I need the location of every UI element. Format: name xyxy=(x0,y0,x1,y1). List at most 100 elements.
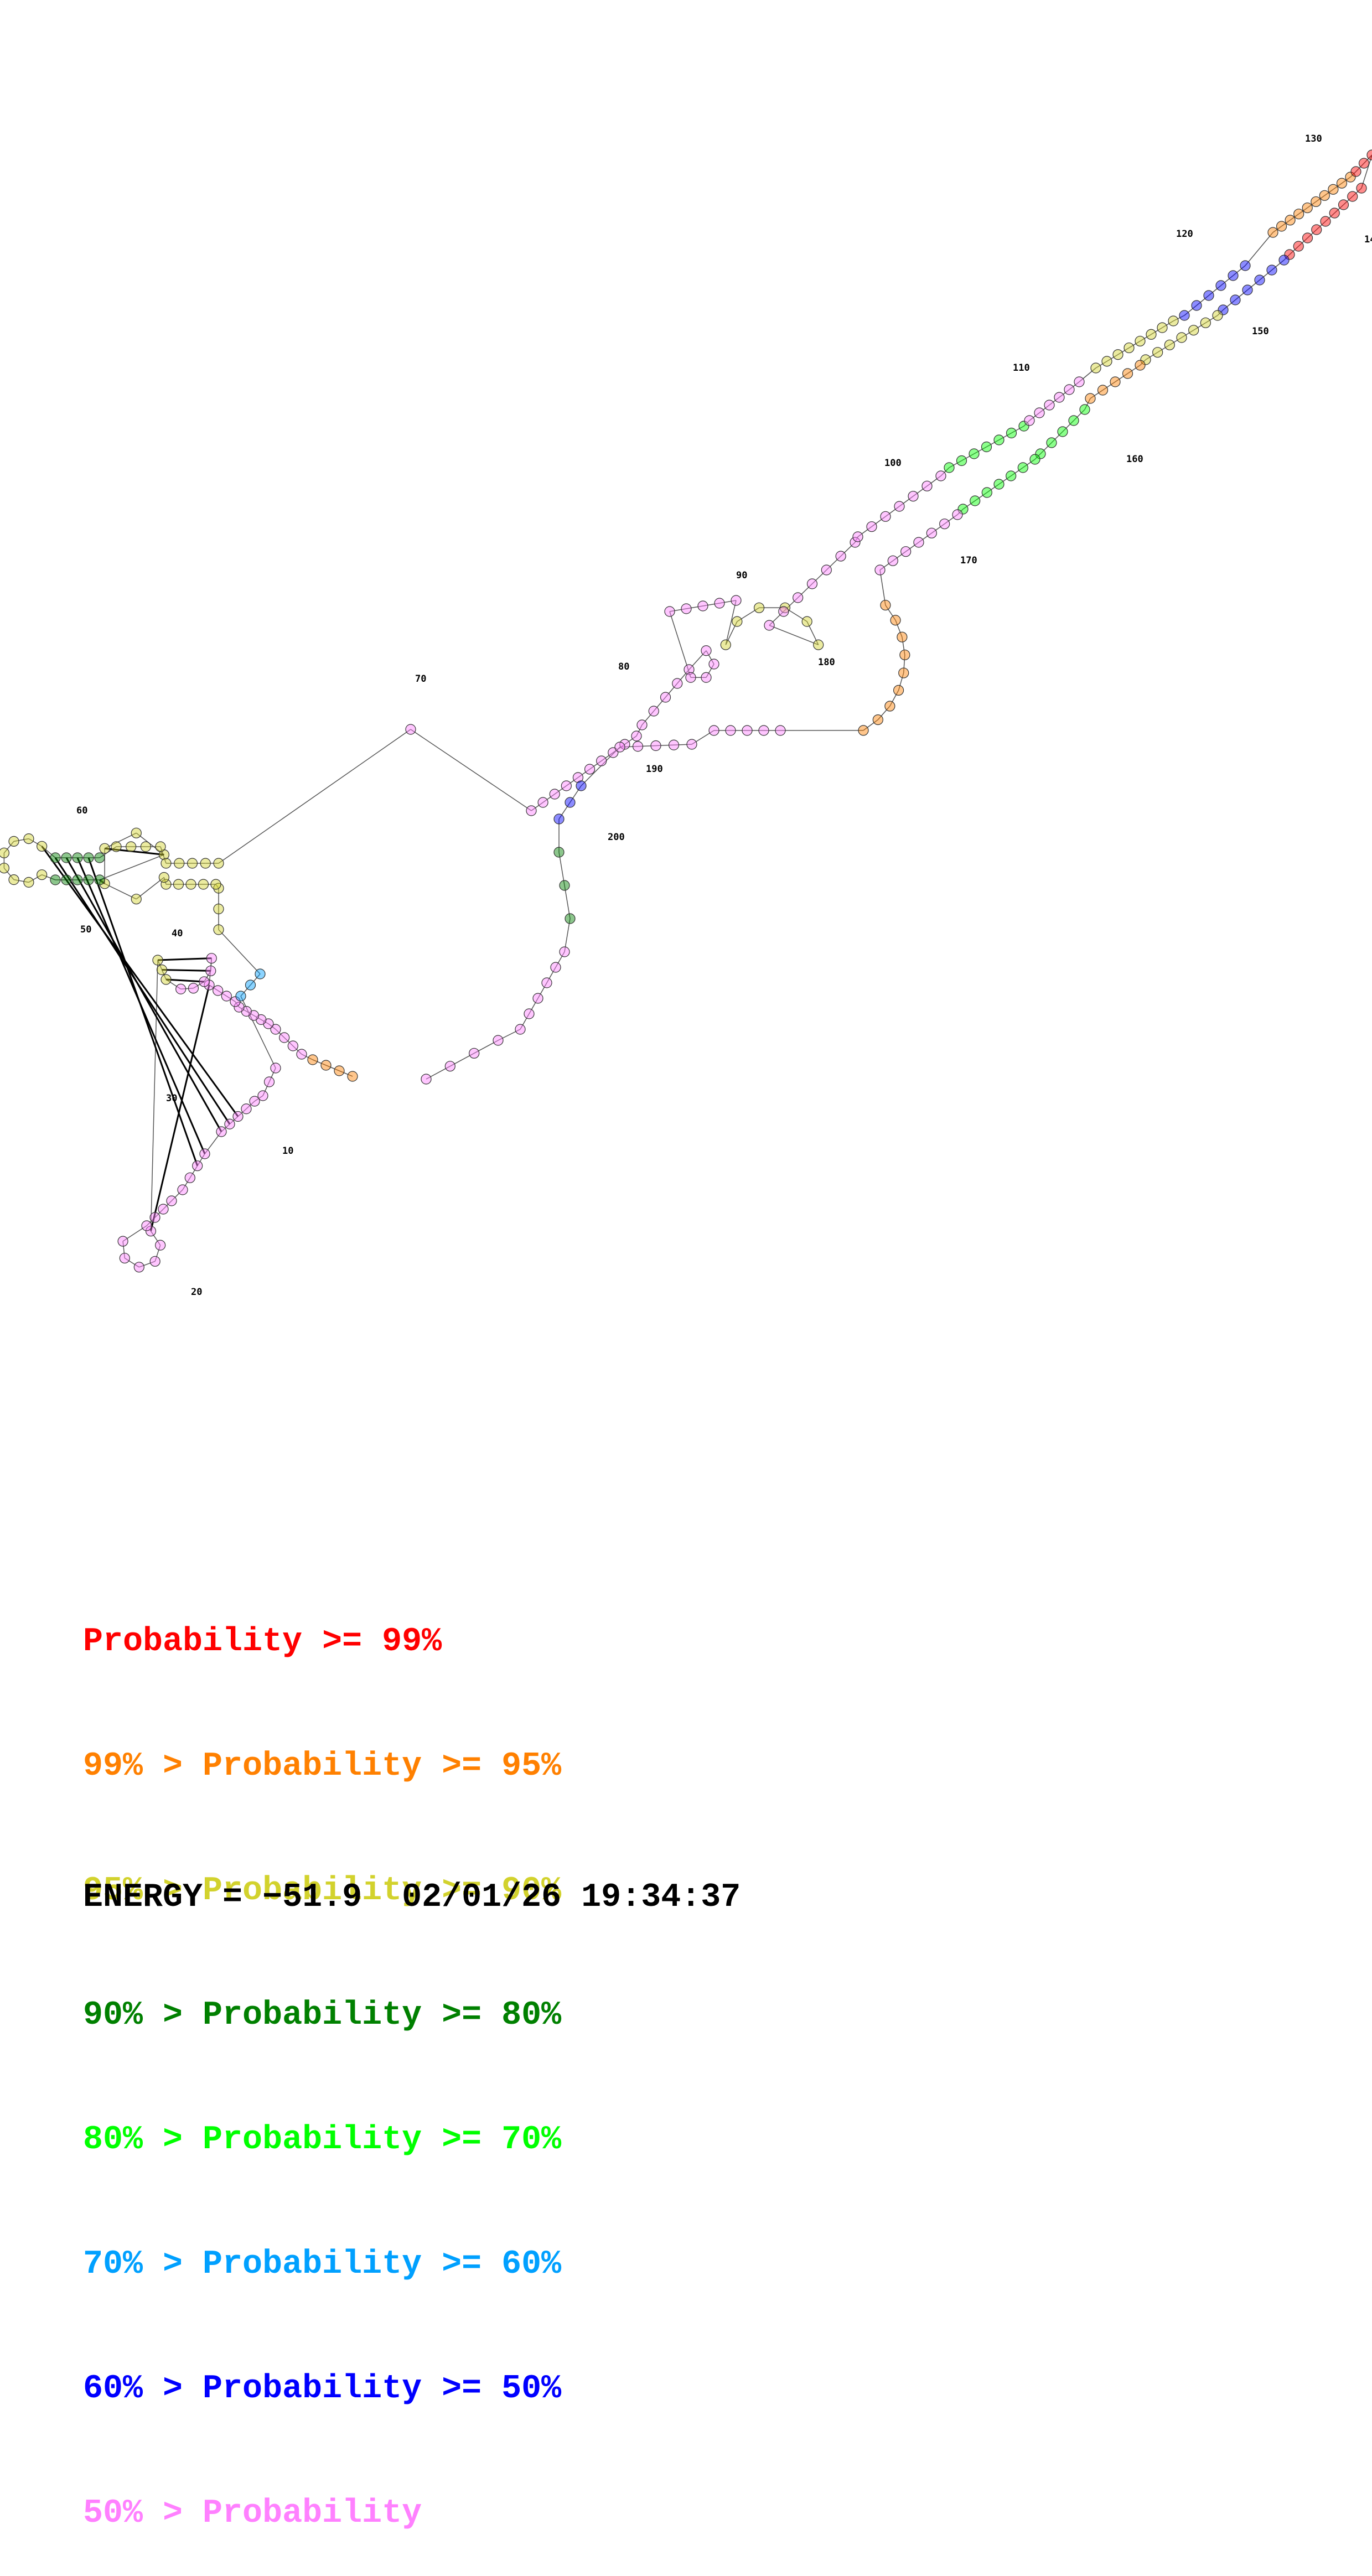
nucleotide-marker xyxy=(524,1009,534,1019)
nucleotide-marker xyxy=(1177,333,1187,343)
nucleotide-marker xyxy=(709,659,719,669)
nucleotide-marker xyxy=(858,725,868,735)
nucleotide-marker xyxy=(576,781,586,791)
nucleotide-marker xyxy=(178,1185,188,1195)
nucleotide-marker xyxy=(37,841,47,851)
position-label: 150 xyxy=(1252,326,1269,337)
nucleotide-marker xyxy=(1047,438,1057,448)
nucleotide-marker xyxy=(1268,227,1278,237)
nucleotide-marker xyxy=(853,532,863,542)
nucleotide-marker xyxy=(764,620,774,630)
nucleotide-marker xyxy=(897,632,907,642)
nucleotide-marker xyxy=(150,1212,160,1222)
legend-prefix: 80% > xyxy=(83,2121,203,2159)
nucleotide-marker xyxy=(1367,150,1372,160)
nucleotide-marker xyxy=(597,756,607,766)
legend-prefix: 99% > xyxy=(83,1748,203,1785)
nucleotide-marker xyxy=(255,969,265,979)
nucleotide-marker xyxy=(1189,325,1199,335)
nucleotide-marker xyxy=(241,1104,251,1114)
nucleotide-marker xyxy=(561,781,571,791)
position-label: 100 xyxy=(884,458,902,469)
legend-row: Probability >= 99% xyxy=(83,1621,561,1663)
nucleotide-marker xyxy=(775,725,785,735)
nucleotide-marker xyxy=(95,853,105,863)
nucleotide-marker xyxy=(334,1066,344,1076)
nucleotide-marker xyxy=(1200,318,1210,328)
nucleotide-marker xyxy=(731,595,741,605)
date-text: 02/01/26 xyxy=(402,1879,561,1916)
legend-text: Probability xyxy=(203,2495,422,2532)
position-label: 170 xyxy=(960,555,977,566)
nucleotide-marker xyxy=(554,847,564,857)
nucleotide-marker xyxy=(156,842,165,852)
nucleotide-marker xyxy=(1228,271,1238,281)
nucleotide-marker xyxy=(1098,385,1108,395)
nucleotide-marker xyxy=(867,522,877,532)
nucleotide-marker xyxy=(1085,393,1095,403)
nucleotide-marker xyxy=(802,616,812,626)
nucleotide-marker xyxy=(651,741,661,751)
nucleotide-marker xyxy=(793,593,803,603)
nucleotide-marker xyxy=(1006,471,1016,481)
nucleotide-marker xyxy=(236,991,246,1001)
nucleotide-marker xyxy=(875,565,885,575)
nucleotide-marker xyxy=(50,853,60,863)
nucleotide-marker xyxy=(111,842,121,852)
nucleotide-marker xyxy=(1213,310,1223,320)
nucleotide-marker xyxy=(1312,225,1322,235)
nucleotide-marker xyxy=(0,863,9,873)
nucleotide-marker xyxy=(188,858,198,868)
nucleotide-marker xyxy=(0,848,9,858)
base-pair-lines xyxy=(42,846,238,1231)
nucleotide-marker xyxy=(1357,183,1366,193)
nucleotide-marker xyxy=(100,843,110,853)
legend-row: 80% > Probability >= 70% xyxy=(83,2119,561,2161)
nucleotide-marker xyxy=(550,789,560,799)
nucleotide-marker xyxy=(698,601,708,611)
position-label: 90 xyxy=(736,570,747,581)
nucleotide-marker xyxy=(1044,400,1054,410)
nucleotide-marker xyxy=(1321,216,1330,226)
nucleotide-marker xyxy=(150,1256,160,1266)
nucleotide-marker xyxy=(633,742,643,751)
nucleotide-marker xyxy=(1339,200,1349,210)
nucleotide-marker xyxy=(873,715,883,725)
nucleotide-marker xyxy=(214,904,224,914)
nucleotide-marker xyxy=(952,510,962,520)
nucleotide-marker xyxy=(469,1048,479,1058)
nucleotide-marker xyxy=(216,1127,226,1137)
legend-text: Probability >= 80% xyxy=(203,1997,561,2034)
nucleotide-marker xyxy=(901,547,911,557)
nucleotide-marker xyxy=(159,873,169,883)
nucleotide-marker xyxy=(24,834,34,844)
nucleotide-marker xyxy=(1319,190,1329,200)
position-label: 140 xyxy=(1364,234,1372,245)
nucleotide-marker xyxy=(1064,385,1074,395)
nucleotide-marker xyxy=(554,814,564,824)
nucleotide-marker xyxy=(533,993,543,1003)
nucleotide-marker xyxy=(1135,336,1145,346)
nucleotide-marker xyxy=(1230,295,1240,305)
nucleotide-marker xyxy=(681,604,691,614)
nucleotide-marker xyxy=(153,955,163,965)
nucleotide-marker xyxy=(1303,233,1313,243)
nucleotide-marker xyxy=(174,879,184,889)
position-label: 190 xyxy=(646,764,663,775)
nucleotide-marker xyxy=(970,496,980,506)
nucleotide-marker xyxy=(669,740,679,750)
nucleotide-marker xyxy=(994,479,1004,489)
nucleotide-marker xyxy=(271,1063,281,1073)
nucleotide-marker xyxy=(585,764,595,774)
nucleotide-marker xyxy=(213,986,223,996)
nucleotide-marker xyxy=(908,491,918,501)
legend-text: Probability >= 99% xyxy=(83,1623,442,1661)
nucleotide-marker xyxy=(836,551,846,561)
nucleotide-marker xyxy=(421,1074,431,1084)
nucleotide-marker xyxy=(754,603,764,613)
nucleotide-marker xyxy=(214,925,224,935)
nucleotide-marker xyxy=(944,463,954,473)
position-label: 160 xyxy=(1126,454,1143,465)
nucleotide-marker xyxy=(24,877,34,887)
nucleotide-marker xyxy=(1348,191,1358,201)
